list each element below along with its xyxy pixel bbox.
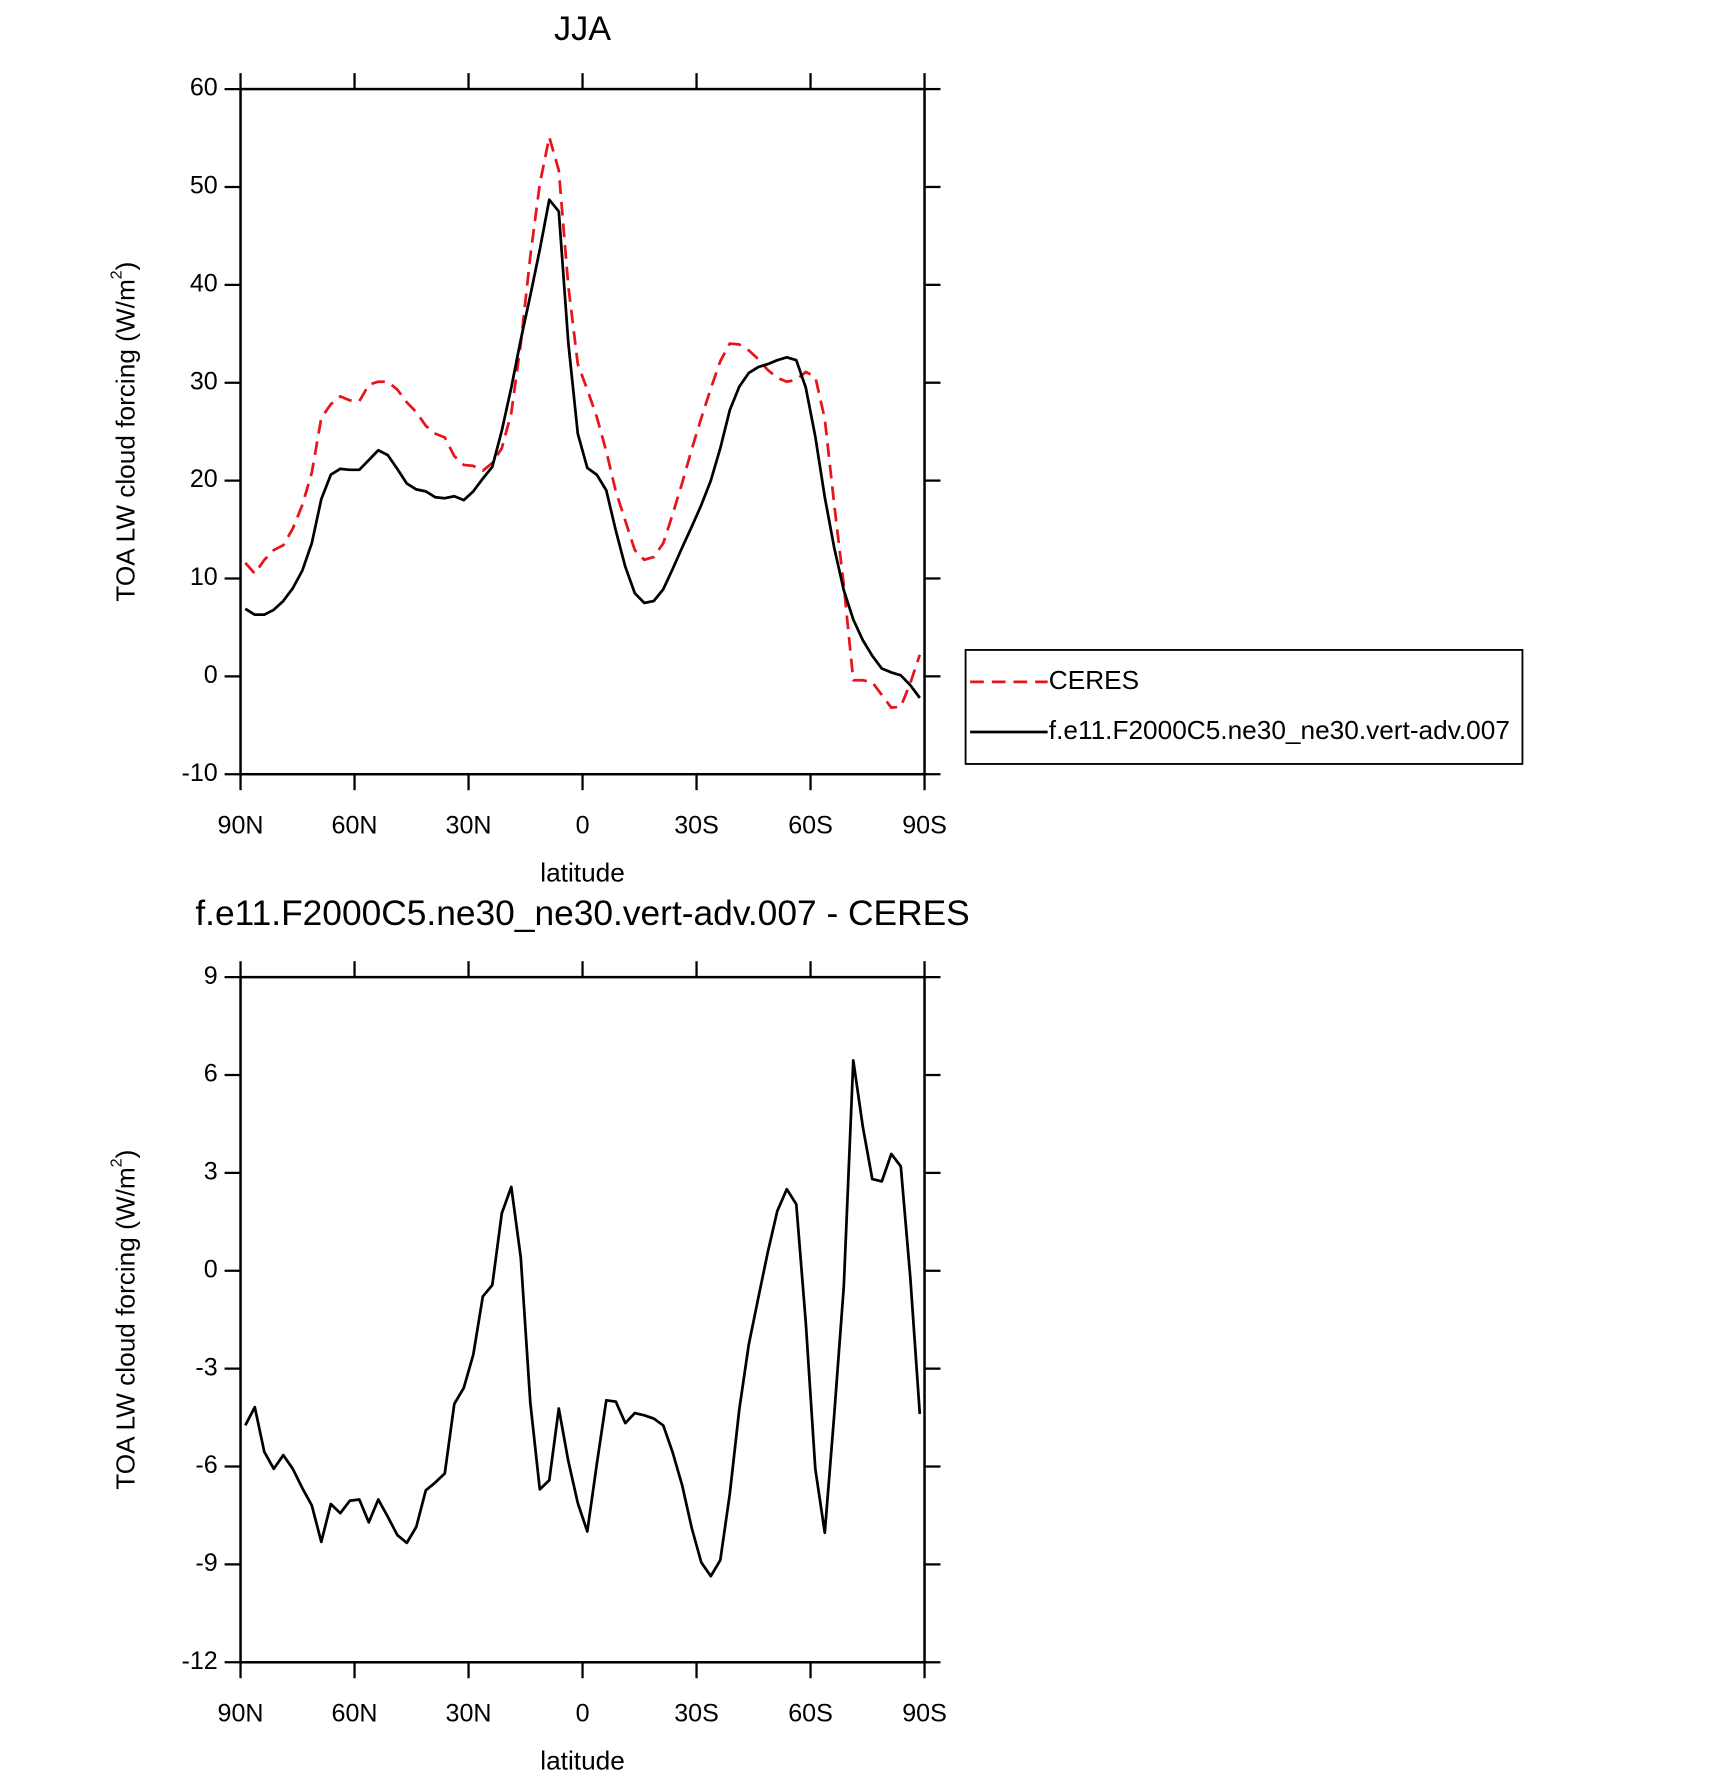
y-axis-label-text: TOA LW cloud forcing (W/m bbox=[111, 279, 141, 601]
y-tick-label: -9 bbox=[195, 1549, 217, 1577]
y-tick-label: 60 bbox=[190, 74, 218, 102]
y-axis-label-sup: 2 bbox=[109, 1158, 126, 1167]
y-tick-label: 40 bbox=[190, 269, 218, 297]
y-tick-label: 10 bbox=[190, 563, 218, 591]
plot-frame bbox=[239, 87, 926, 776]
y-tick-label: 20 bbox=[190, 465, 218, 493]
y-axis-label-end: ) bbox=[111, 1150, 141, 1159]
y-tick-label: -10 bbox=[181, 759, 217, 787]
legend: CERES f.e11.F2000C5.ne30_ne30.vert-adv.00… bbox=[964, 649, 1524, 765]
x-tick-label: 30N bbox=[446, 1699, 492, 1727]
x-tick-label: 0 bbox=[576, 1699, 590, 1727]
legend-label: CERES bbox=[1049, 665, 1139, 695]
y-tick-label: 9 bbox=[204, 962, 218, 990]
y-axis-label-text: TOA LW cloud forcing (W/m bbox=[111, 1167, 141, 1489]
x-axis-label: latitude bbox=[540, 857, 625, 887]
x-tick-label: 60N bbox=[332, 811, 378, 839]
x-tick-label: 60S bbox=[788, 811, 833, 839]
x-tick-label: 60N bbox=[332, 1699, 378, 1727]
x-axis-label: latitude bbox=[540, 1746, 625, 1776]
y-axis-label: TOA LW cloud forcing (W/m2) bbox=[109, 262, 141, 602]
x-tick-label: 90N bbox=[218, 811, 264, 839]
x-tick-label: 60S bbox=[788, 1699, 833, 1727]
data-line bbox=[244, 135, 922, 710]
y-tick-label: -3 bbox=[195, 1353, 217, 1381]
y-axis-label-end: ) bbox=[111, 262, 141, 271]
x-tick-label: 30N bbox=[446, 811, 492, 839]
x-tick-label: 90S bbox=[902, 811, 947, 839]
y-tick-label: 0 bbox=[204, 1255, 218, 1283]
legend-label: f.e11.F2000C5.ne30_ne30.vert-adv.007 bbox=[1049, 715, 1510, 745]
y-tick-label: 30 bbox=[190, 367, 218, 395]
y-axis-label: TOA LW cloud forcing (W/m2) bbox=[109, 1150, 141, 1490]
y-axis-label-sup: 2 bbox=[109, 270, 126, 279]
y-tick-label: 3 bbox=[204, 1158, 218, 1186]
legend-frame bbox=[964, 649, 1524, 765]
x-tick-label: 90N bbox=[218, 1699, 264, 1727]
y-tick-label: 6 bbox=[204, 1060, 218, 1088]
plot-frame bbox=[239, 975, 926, 1664]
x-tick-label: 0 bbox=[576, 811, 590, 839]
y-tick-label: 50 bbox=[190, 172, 218, 200]
x-tick-label: 90S bbox=[902, 1699, 947, 1727]
x-tick-label: 30S bbox=[674, 1699, 719, 1727]
chart-title: f.e11.F2000C5.ne30_ne30.vert-adv.007 - C… bbox=[195, 894, 969, 933]
x-tick-label: 30S bbox=[674, 811, 719, 839]
chart-title: JJA bbox=[554, 10, 611, 48]
data-line bbox=[244, 1058, 922, 1578]
y-tick-label: 0 bbox=[204, 661, 218, 689]
data-line bbox=[244, 198, 921, 699]
y-tick-label: -12 bbox=[181, 1647, 217, 1675]
y-tick-label: -6 bbox=[195, 1451, 217, 1479]
